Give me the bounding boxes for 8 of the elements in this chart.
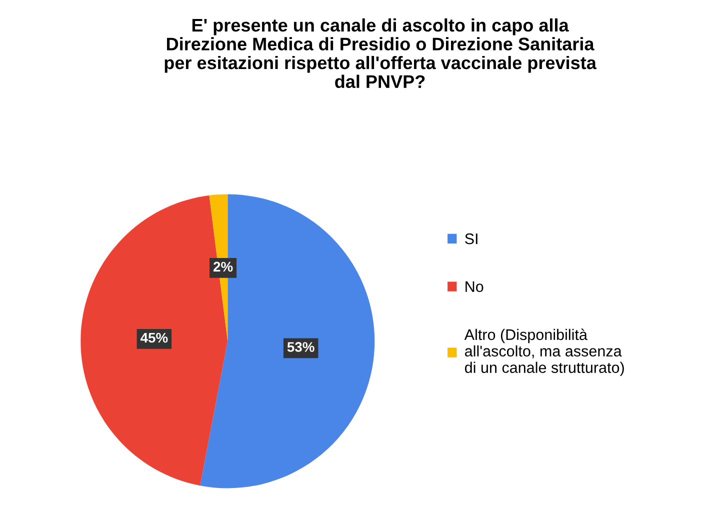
- data-label: 2%: [213, 262, 233, 272]
- pie-slice: [200, 194, 375, 488]
- data-label: 53%: [287, 342, 314, 352]
- data-label: 45%: [140, 332, 168, 343]
- chart-title: E' presente un canale di ascolto in capo alla Direzione Medica di Presidio o Direzione Sanitaria per esitazioni rispetto all'offerta vaccinale prevista dal PNVP?: [164, 18, 597, 88]
- legend-label: No: [466, 281, 484, 292]
- legend-label: Altro (Disponibilità all'ascolto, ma assenza di un canale strutturato): [464, 328, 624, 376]
- legend-label: SI: [465, 233, 478, 244]
